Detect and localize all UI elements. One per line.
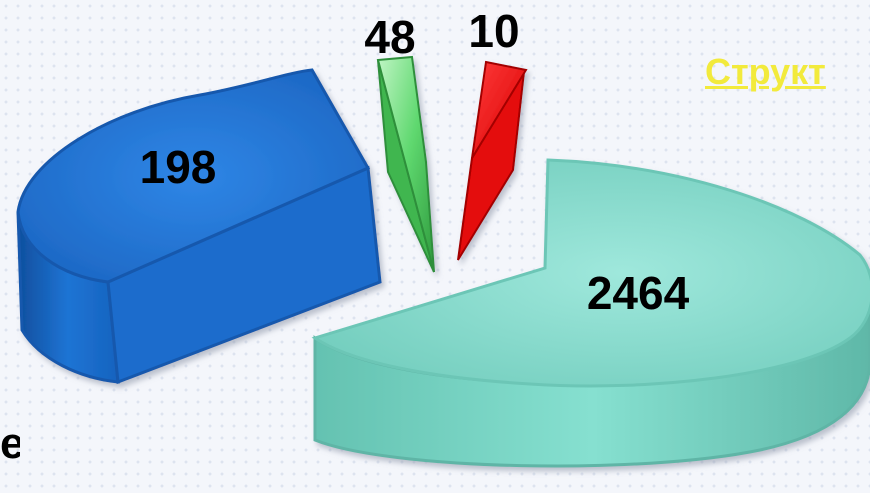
pie-slice-10-top — [471, 60, 528, 159]
data-label-48: 48 — [364, 11, 415, 63]
pie-slice-48-top — [376, 55, 435, 273]
pie-slice-10 — [457, 60, 528, 261]
data-label-198: 198 — [140, 141, 217, 193]
pie-slice-198 — [16, 68, 382, 385]
pie-slice-2464-top — [311, 158, 870, 388]
pie-slice-198-top — [16, 68, 371, 284]
data-label-10: 10 — [468, 5, 519, 57]
pie-slice-2464 — [311, 158, 870, 468]
chart-title: Структ — [705, 51, 826, 92]
partial-text: е — [0, 419, 20, 468]
pie-slice-48 — [376, 55, 435, 273]
data-label-2464: 2464 — [587, 267, 690, 319]
